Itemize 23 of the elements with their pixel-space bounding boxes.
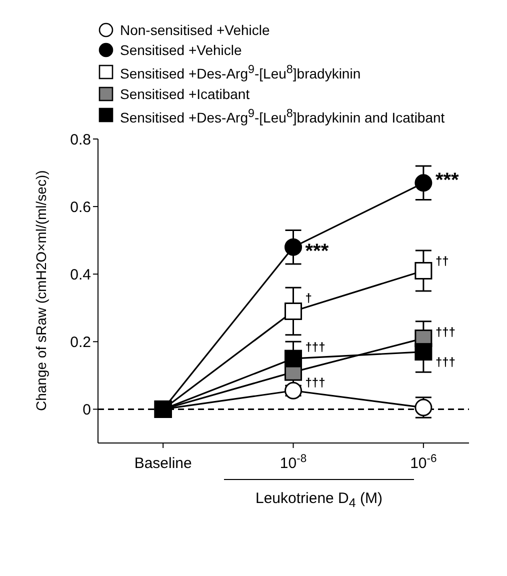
annotation: ††† [305, 376, 326, 390]
legend-label: Sensitised +Des-Arg$^{9}$-[Leu$^{8}$]bradykinin [120, 62, 361, 84]
legend-label: Sensitised +Icatibant [120, 84, 250, 104]
x-tick-label: Baseline [134, 455, 192, 472]
annotation: ††† [305, 340, 326, 354]
x-tick-label: 10$^{-8}$ [280, 453, 307, 472]
annotation: †† [435, 254, 449, 268]
y-tick-label: 0.8 [70, 132, 91, 149]
annotation: ††† [435, 325, 456, 340]
legend-label: Sensitised +Des-Arg$^{9}$-[Leu$^{8}$]bradykinin and Icatibant [120, 106, 445, 128]
annotation: ††† [435, 356, 456, 370]
y-axis-title: Change of sRaw (cmH2O×ml/(ml/sec)) [32, 170, 49, 412]
annotation: † [305, 291, 312, 306]
y-tick-label: 0 [82, 402, 91, 419]
legend-label: Sensitised +Vehicle [120, 41, 242, 60]
x-axis-title: Leukotriene D$_{4}$ (M) [255, 490, 382, 510]
legend-label: Non-sensitised +Vehicle [120, 21, 270, 40]
y-tick-label: 0.4 [70, 266, 91, 284]
annotation: *** [305, 240, 329, 263]
annotation: *** [435, 170, 460, 192]
y-tick-label: 0.2 [70, 334, 91, 352]
y-tick-label: 0.6 [70, 199, 91, 216]
x-tick-label: 10$^{-6}$ [410, 453, 437, 472]
